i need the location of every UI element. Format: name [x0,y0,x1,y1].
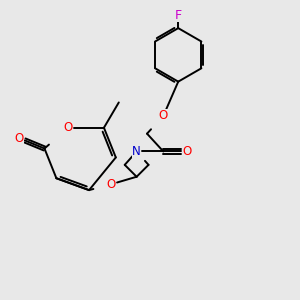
Text: O: O [64,121,73,134]
Text: O: O [159,109,168,122]
Text: O: O [15,132,24,145]
Text: O: O [107,178,116,191]
Text: N: N [132,145,141,158]
Text: F: F [175,9,182,22]
Text: O: O [182,145,192,158]
